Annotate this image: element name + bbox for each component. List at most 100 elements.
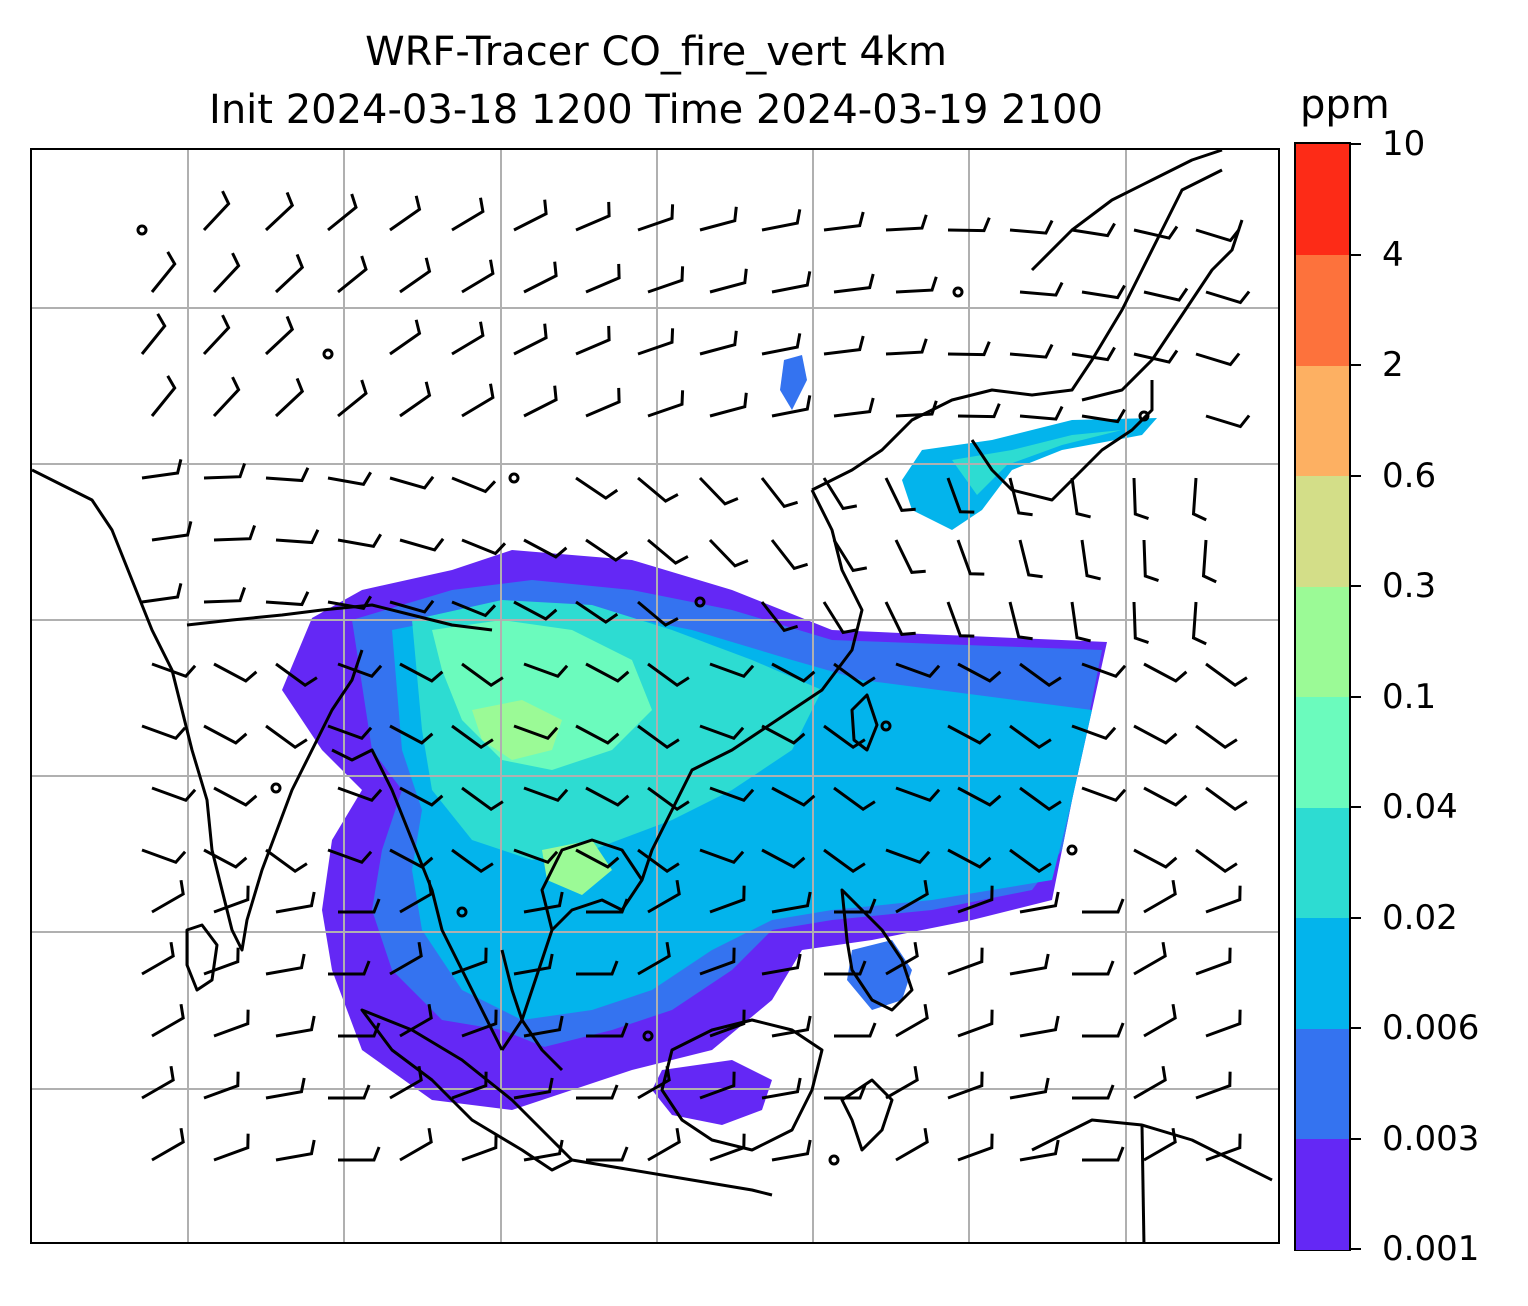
wind-barb [461, 383, 495, 418]
colorbar-unit-label: ppm [1300, 82, 1390, 128]
wind-barb [1191, 601, 1207, 646]
wind-barb [1082, 898, 1125, 914]
wind-barb [513, 724, 559, 741]
wind-barb [265, 1077, 306, 1100]
wind-barb [151, 662, 197, 679]
wind-barb [709, 786, 755, 803]
wind-barb [771, 1139, 812, 1162]
wind-barb [947, 1071, 984, 1100]
wind-barb [461, 538, 507, 556]
wind-barb [213, 662, 258, 683]
wind-barb [699, 947, 736, 976]
wind-barb [1195, 1071, 1232, 1100]
wind-barb [523, 786, 569, 803]
wind-barb [894, 539, 926, 574]
colorbar-tick [1351, 1027, 1361, 1029]
wind-barb [141, 848, 187, 865]
wind-barb [709, 268, 748, 294]
wind-barb [575, 600, 619, 624]
calm-wind-marker [642, 1030, 654, 1042]
wind-barb [586, 1146, 629, 1162]
plume-philippines [847, 940, 912, 1010]
wind-barb [523, 1015, 564, 1038]
wind-barb [151, 1003, 185, 1038]
plume-north [780, 355, 807, 410]
wind-barb [1019, 1139, 1060, 1162]
wind-barb [274, 377, 305, 418]
coastline-sulawesi [840, 1078, 894, 1152]
wind-barb [327, 724, 373, 741]
wind-barb [203, 724, 248, 745]
wind-barb [399, 257, 432, 294]
wind-barb [1143, 287, 1189, 302]
wind-barb [1191, 477, 1207, 522]
wind-barb [885, 214, 928, 232]
wind-barb [637, 1065, 671, 1100]
wind-barb [1201, 539, 1217, 584]
colorbar-tick [1351, 364, 1361, 366]
colorbar-tick [1351, 1248, 1361, 1250]
wind-barb [585, 263, 621, 294]
wind-barb [699, 330, 738, 356]
wind-barb [957, 1133, 994, 1162]
wind-barb [895, 662, 941, 679]
wind-barb [265, 467, 310, 483]
wind-barb [399, 662, 444, 683]
wind-barb [389, 941, 423, 976]
wind-barb [1205, 290, 1251, 305]
colorbar-tick [1351, 695, 1361, 698]
wind-barb [1133, 1065, 1167, 1100]
wind-barb [1195, 848, 1238, 874]
wind-barb [576, 1084, 619, 1100]
wind-barb [513, 323, 548, 356]
wind-barb [1081, 284, 1126, 300]
wind-barb [1205, 1009, 1242, 1038]
wind-barb [575, 724, 620, 745]
wind-barb [337, 379, 368, 418]
colorbar-tick [1351, 806, 1361, 808]
coastline-java [571, 1158, 773, 1197]
wind-barb [957, 403, 1001, 419]
wind-barb [213, 786, 258, 807]
wind-barb [389, 195, 422, 232]
calm-wind-marker [270, 782, 282, 794]
wind-barb [1205, 885, 1242, 914]
wind-barb [1019, 1015, 1060, 1038]
wind-barb [771, 395, 812, 418]
colorbar-tick [1351, 253, 1361, 256]
wind-barb [833, 397, 875, 418]
wind-barb [575, 476, 619, 500]
wind-barb [576, 960, 619, 976]
wind-barb [212, 376, 241, 418]
colorbar-tick [1351, 474, 1361, 477]
wind-barb [141, 459, 183, 480]
wind-barb [461, 1009, 498, 1038]
wind-barb [885, 941, 919, 976]
wind-barb [1009, 724, 1052, 750]
calm-wind-marker [952, 286, 964, 298]
wind-barb [451, 321, 485, 356]
wind-barb [451, 1071, 488, 1100]
wind-barb [575, 325, 611, 356]
wind-barb [761, 333, 802, 356]
wind-barb [1133, 848, 1178, 869]
wind-barb [399, 537, 445, 552]
wind-barb [141, 1065, 175, 1100]
wind-barb [203, 587, 247, 604]
wind-barb [761, 1077, 802, 1100]
wind-barb [264, 191, 295, 232]
wind-barb [151, 879, 185, 914]
wind-barb [895, 1003, 929, 1038]
wind-barb [1072, 960, 1115, 976]
wind-barb [461, 786, 504, 812]
wind-barb [647, 879, 681, 914]
colorbar-segment [1296, 475, 1349, 587]
colorbar-level-label: 0.02 [1382, 897, 1458, 938]
border-new-guinea [1140, 1124, 1146, 1242]
wind-barb [822, 477, 858, 511]
wind-barb [1080, 539, 1101, 581]
colorbar-tick [1351, 585, 1361, 587]
calm-wind-marker [136, 224, 148, 236]
wind-barb [1008, 477, 1033, 517]
wind-barb [212, 252, 241, 294]
